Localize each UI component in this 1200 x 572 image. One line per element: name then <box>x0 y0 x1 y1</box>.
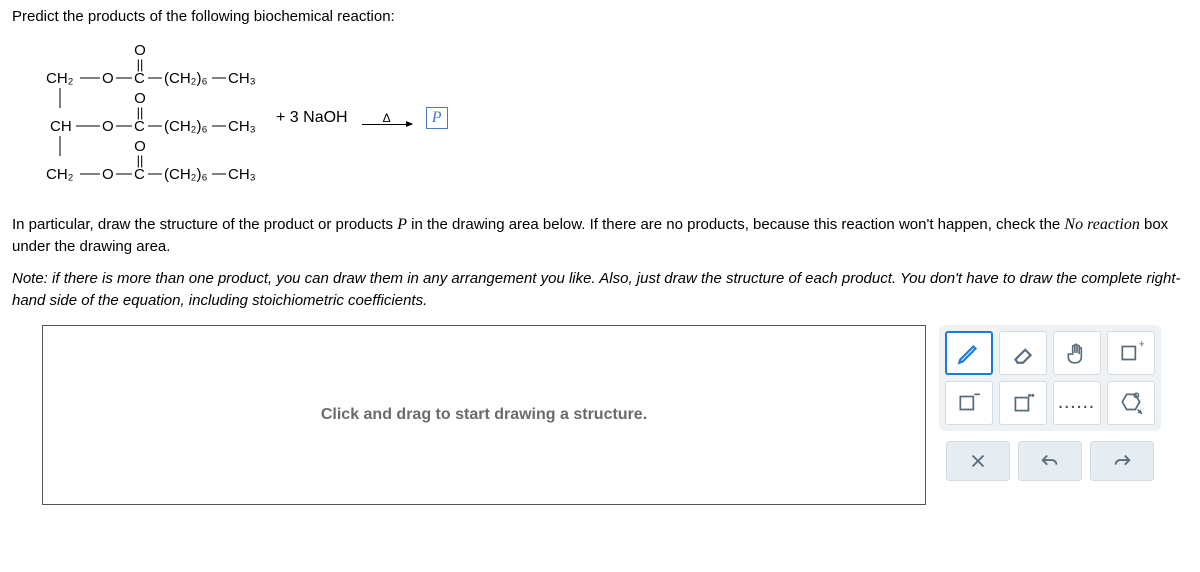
remove-box-tool[interactable] <box>945 381 993 425</box>
action-row <box>942 437 1158 485</box>
svg-text:CH₃: CH₃ <box>228 70 256 87</box>
pencil-tool[interactable] <box>945 331 993 375</box>
redo-button[interactable] <box>1090 441 1154 481</box>
reaction-scheme: O || CH₂ O C (CH₂)₆ CH₃ O || CH O C (CH₂… <box>42 43 1188 193</box>
tool-group-draw: + ...... <box>939 325 1161 431</box>
pencil-icon <box>956 340 982 366</box>
product-placeholder-box: P <box>426 107 448 129</box>
svg-text:O: O <box>102 118 114 135</box>
drawing-canvas[interactable]: Click and drag to start drawing a struct… <box>42 325 926 505</box>
delta-symbol: Δ <box>383 112 391 124</box>
instr-post: in the drawing area below. If there are … <box>407 216 1064 233</box>
note-paragraph: Note: if there is more than one product,… <box>12 268 1188 312</box>
hand-icon <box>1064 340 1090 366</box>
reaction-arrow: Δ <box>362 112 412 125</box>
note-text: if there is more than one product, you c… <box>12 270 1181 309</box>
add-charge-icon: + <box>1118 340 1144 366</box>
triglyceride-structure: O || CH₂ O C (CH₂)₆ CH₃ O || CH O C (CH₂… <box>42 43 262 193</box>
svg-text:CH₃: CH₃ <box>228 118 256 135</box>
undo-icon <box>1039 450 1061 472</box>
instr-pre: In particular, draw the structure of the… <box>12 216 397 233</box>
svg-text:O: O <box>102 166 114 183</box>
svg-text:C: C <box>134 118 145 135</box>
svg-text:CH: CH <box>50 118 72 135</box>
svg-text:CH₂: CH₂ <box>46 166 74 183</box>
ring-tool-icon <box>1118 390 1144 416</box>
ring-tool[interactable] <box>1107 381 1155 425</box>
eraser-tool[interactable] <box>999 331 1047 375</box>
reagent-text: + 3 NaOH <box>276 109 348 127</box>
remove-box-icon <box>956 390 982 416</box>
svg-text:+: + <box>1139 340 1144 351</box>
svg-text:CH₃: CH₃ <box>228 166 256 183</box>
instr-p: P <box>397 216 407 233</box>
electrons-tool[interactable] <box>999 381 1047 425</box>
svg-text:CH₂: CH₂ <box>46 70 74 87</box>
instr-noreact: No reaction <box>1064 216 1139 233</box>
canvas-placeholder-text: Click and drag to start drawing a struct… <box>321 406 647 424</box>
svg-text:C: C <box>134 166 145 183</box>
svg-text:O: O <box>102 70 114 87</box>
electrons-icon <box>1010 390 1036 416</box>
dotted-bond-tool[interactable]: ...... <box>1053 381 1101 425</box>
charge-tool[interactable]: + <box>1107 331 1155 375</box>
eraser-icon <box>1010 340 1036 366</box>
instructions-paragraph: In particular, draw the structure of the… <box>12 213 1188 258</box>
undo-button[interactable] <box>1018 441 1082 481</box>
svg-text:(CH₂)₆: (CH₂)₆ <box>164 118 208 135</box>
question-prompt: Predict the products of the following bi… <box>12 8 1188 25</box>
clear-icon <box>967 450 989 472</box>
svg-text:C: C <box>134 70 145 87</box>
note-label: Note: <box>12 270 48 287</box>
svg-text:(CH₂)₆: (CH₂)₆ <box>164 166 208 183</box>
redo-icon <box>1111 450 1133 472</box>
dotted-icon: ...... <box>1058 395 1095 412</box>
hand-tool[interactable] <box>1053 331 1101 375</box>
svg-text:(CH₂)₆: (CH₂)₆ <box>164 70 208 87</box>
tool-palette: + ...... <box>942 325 1158 485</box>
clear-button[interactable] <box>946 441 1010 481</box>
